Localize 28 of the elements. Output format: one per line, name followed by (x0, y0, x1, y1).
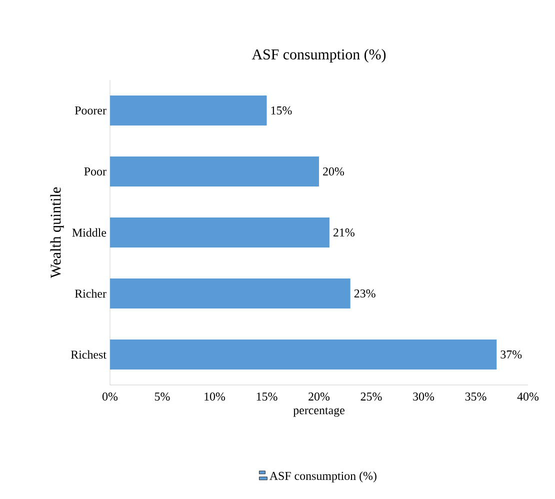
x-tick-label: 0% (102, 392, 118, 401)
y-axis-title: Wealth quintile (50, 187, 64, 278)
data-label: 23% (354, 289, 376, 298)
x-axis-title: percentage (293, 407, 344, 417)
y-tick-label: Middle (72, 228, 106, 237)
x-tick-label: 25% (360, 392, 382, 401)
y-tick-label: Richer (74, 289, 106, 298)
data-label: 37% (500, 350, 522, 359)
y-tick-label: Richest (70, 350, 106, 359)
data-label: 15% (271, 106, 292, 115)
x-tick-label: 20% (308, 392, 330, 401)
x-tick-label: 15% (256, 392, 278, 401)
bar (110, 95, 267, 126)
bar (110, 339, 497, 370)
x-tick-label: 35% (465, 392, 486, 401)
bar (110, 156, 320, 186)
bar (110, 278, 350, 308)
y-tick-label: Poorer (74, 106, 106, 114)
chart-title: ASF consumption (%) (252, 48, 386, 62)
legend-label: ASF consumption (%) (270, 472, 376, 482)
data-label: 20% (323, 167, 344, 176)
x-tick-label: 10% (204, 392, 226, 401)
x-tick-label: 5% (154, 392, 170, 401)
y-tick-label: Poor (84, 168, 106, 176)
data-label: 21% (334, 228, 354, 237)
x-tick-label: 30% (413, 392, 434, 401)
x-tick-label: 40% (517, 392, 539, 401)
bar (110, 217, 330, 248)
